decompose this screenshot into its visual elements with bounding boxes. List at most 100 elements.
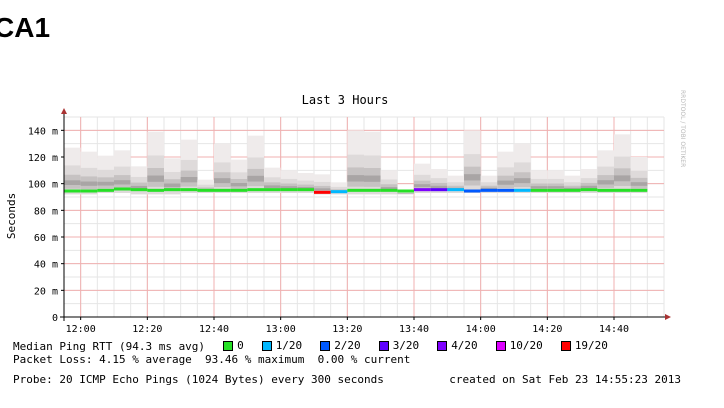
- median-segment: [530, 188, 548, 192]
- x-tick-label: 14:40: [599, 324, 629, 335]
- smoke-band: [630, 182, 648, 186]
- smoke-band: [364, 175, 381, 182]
- legend-median-label: Median Ping RTT (94.3 ms avg): [13, 339, 206, 353]
- smoke-band: [430, 185, 448, 189]
- median-segment: [364, 188, 381, 192]
- legend: Median Ping RTT (94.3 ms avg) 0 1/20 2/20 3…: [13, 339, 608, 354]
- smoke-band: [247, 175, 264, 182]
- median-segment: [614, 188, 631, 192]
- legend-item-label: 1/20: [275, 339, 303, 352]
- median-segment: [197, 188, 214, 192]
- smoke-band: [64, 180, 81, 185]
- smoke-band: [614, 175, 631, 182]
- smoke-band: [180, 177, 198, 183]
- smoke-band: [130, 185, 148, 189]
- median-segment: [64, 189, 81, 193]
- created-timestamp: created on Sat Feb 23 14:55:23 2013: [449, 373, 681, 386]
- legend-item-label: 4/20: [451, 339, 478, 352]
- smoke-band: [297, 187, 314, 189]
- median-segment: [464, 189, 481, 193]
- x-tick-label: 13:00: [266, 324, 296, 335]
- median-segment: [447, 188, 464, 192]
- chart-title: Last 3 Hours: [302, 93, 389, 107]
- smoke-band: [230, 183, 248, 187]
- smoke-band: [314, 188, 331, 191]
- median-segment: [264, 188, 281, 192]
- median-segment: [580, 188, 598, 192]
- smoke-band: [147, 175, 164, 182]
- y-axis-label: Seconds: [5, 193, 18, 239]
- median-segment: [414, 188, 431, 192]
- smoke-band: [580, 185, 598, 189]
- legend-item-label: 0: [237, 339, 244, 352]
- legend-swatch: [223, 340, 234, 351]
- median-segment: [347, 188, 364, 192]
- y-tick-label: 80 m: [34, 206, 58, 217]
- smoke-band: [164, 183, 181, 188]
- watermark: RRDTOOL / TOBI OETIKER: [679, 90, 686, 167]
- y-axis-arrow: [61, 108, 67, 114]
- legend-item-label: 19/20: [574, 339, 608, 352]
- smoke-band: [564, 187, 581, 190]
- median-segment: [480, 188, 498, 192]
- y-tick-label: 100 m: [28, 180, 58, 191]
- smoke-band: [547, 186, 564, 189]
- median-segment: [397, 189, 414, 193]
- probe-info: Probe: 20 ICMP Echo Pings (1024 Bytes) e…: [13, 373, 681, 386]
- legend-item: 4/20: [437, 339, 478, 352]
- median-segment: [330, 190, 348, 194]
- smoke-band: [114, 180, 131, 185]
- smoke-band: [280, 186, 298, 189]
- median-segment: [547, 188, 564, 192]
- median-segment: [380, 188, 398, 192]
- smoke-band: [414, 184, 431, 188]
- median-segment: [130, 188, 148, 192]
- legend-item-label: 2/20: [334, 339, 361, 352]
- x-axis-arrow: [665, 314, 671, 320]
- packet-loss-summary: Packet Loss: 4.15 % average 93.46 % maxi…: [13, 353, 411, 366]
- median-segment: [147, 188, 164, 192]
- median-segment: [80, 189, 98, 193]
- smoke-band: [530, 186, 548, 189]
- median-segment: [630, 188, 648, 192]
- median-segment: [114, 187, 131, 191]
- y-tick-label: 140 m: [28, 126, 58, 137]
- legend-swatch: [437, 340, 448, 351]
- median-segment: [180, 188, 198, 192]
- smoke-band: [497, 180, 514, 185]
- x-tick-label: 13:40: [399, 324, 429, 335]
- median-segment: [164, 188, 181, 192]
- median-segment: [497, 188, 514, 192]
- median-segment: [314, 190, 331, 194]
- legend-item: 10/20: [495, 339, 543, 352]
- smoke-band: [264, 185, 281, 188]
- legend-swatch: [495, 340, 506, 351]
- median-segment: [297, 188, 314, 192]
- x-tick-label: 14:00: [466, 324, 496, 335]
- median-segment: [280, 188, 298, 192]
- x-tick-label: 12:20: [132, 324, 162, 335]
- smoke-band: [80, 181, 98, 186]
- smoke-band: [480, 187, 498, 190]
- x-tick-label: 12:40: [199, 324, 229, 335]
- smoke-band: [347, 175, 364, 182]
- legend-item-label: 3/20: [392, 339, 420, 352]
- legend-swatch: [261, 340, 272, 351]
- legend-item: 1/20: [261, 339, 303, 352]
- page-heading: CA1: [0, 12, 51, 43]
- median-segment: [597, 188, 614, 192]
- smoke-band: [464, 174, 481, 181]
- x-tick-label: 14:20: [532, 324, 562, 335]
- median-segment: [97, 188, 114, 192]
- smoke-band: [380, 187, 398, 190]
- x-tick-label: 12:00: [66, 324, 96, 335]
- legend-item: 19/20: [560, 339, 608, 352]
- smoke-band: [214, 178, 231, 184]
- median-segment: [247, 188, 264, 192]
- legend-swatch: [378, 340, 389, 351]
- legend-item: 0: [223, 339, 244, 352]
- probe-description: Probe: 20 ICMP Echo Pings (1024 Bytes) e…: [13, 373, 384, 386]
- smoke-band: [597, 180, 614, 185]
- median-segment: [214, 188, 231, 192]
